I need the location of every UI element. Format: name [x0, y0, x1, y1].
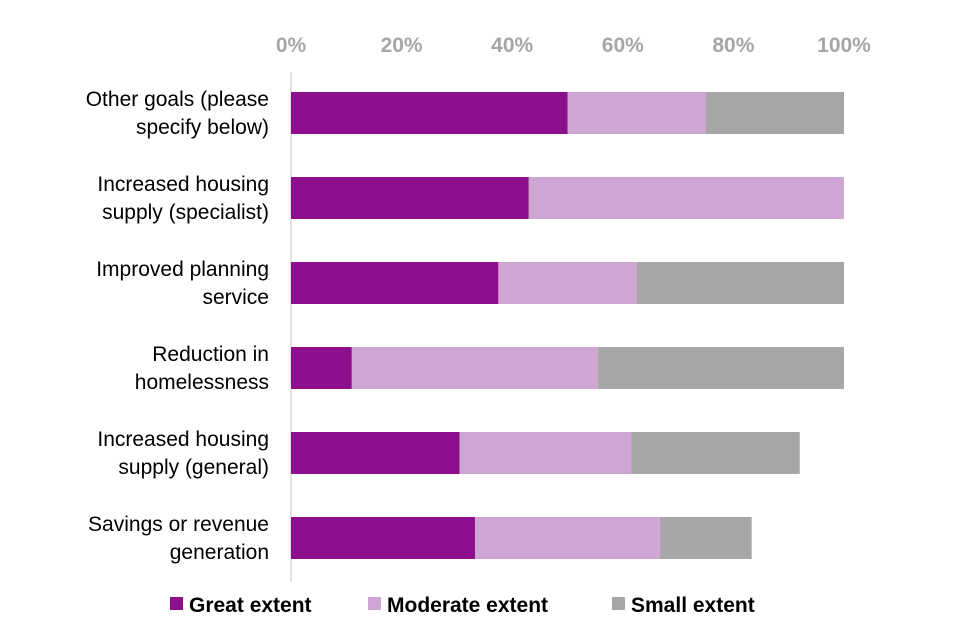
bar-small-extent	[659, 517, 752, 559]
bar-great-extent	[291, 432, 460, 474]
x-tick-label: 0%	[276, 34, 307, 57]
category-label: generation	[170, 541, 269, 564]
bar-great-extent	[291, 347, 352, 389]
legend-swatch	[368, 597, 381, 610]
category-label: service	[202, 286, 269, 309]
category-label: homelessness	[135, 371, 269, 394]
category-label: Improved planning	[96, 258, 269, 281]
x-tick-label: 80%	[712, 34, 754, 57]
bar-moderate-extent	[475, 517, 660, 559]
bar-small-extent	[631, 432, 800, 474]
category-label: specify below)	[136, 116, 269, 139]
category-label: Savings or revenue	[88, 513, 269, 536]
x-axis-tick-labels: 0% 20% 40% 60% 80% 100%	[276, 34, 871, 57]
x-tick-label: 60%	[602, 34, 644, 57]
category-label: Reduction in	[152, 343, 269, 366]
legend-label: Small extent	[631, 594, 755, 617]
legend-label: Moderate extent	[387, 594, 548, 617]
legend-swatch	[170, 597, 183, 610]
bar-great-extent	[291, 517, 476, 559]
category-label: supply (specialist)	[102, 201, 269, 224]
category-label: supply (general)	[118, 456, 269, 479]
legend: Great extent Moderate extent Small extent	[170, 594, 755, 617]
bar-moderate-extent	[567, 92, 706, 134]
legend-label: Great extent	[189, 594, 312, 617]
category-label: Increased housing	[97, 428, 269, 451]
bar-moderate-extent	[528, 177, 844, 219]
bar-moderate-extent	[351, 347, 598, 389]
category-label: Other goals (please	[86, 88, 269, 111]
bar-moderate-extent	[459, 432, 632, 474]
x-tick-label: 40%	[491, 34, 533, 57]
bars-group	[291, 92, 844, 559]
bar-great-extent	[291, 177, 529, 219]
x-tick-label: 20%	[381, 34, 423, 57]
bar-great-extent	[291, 262, 499, 304]
category-label: Increased housing	[97, 173, 269, 196]
legend-swatch	[612, 597, 625, 610]
bar-moderate-extent	[498, 262, 637, 304]
bar-small-extent	[705, 92, 844, 134]
category-labels: Other goals (please specify below) Increas…	[86, 88, 269, 564]
bar-great-extent	[291, 92, 568, 134]
bar-small-extent	[597, 347, 844, 389]
x-tick-label: 100%	[817, 34, 871, 57]
bar-small-extent	[636, 262, 844, 304]
